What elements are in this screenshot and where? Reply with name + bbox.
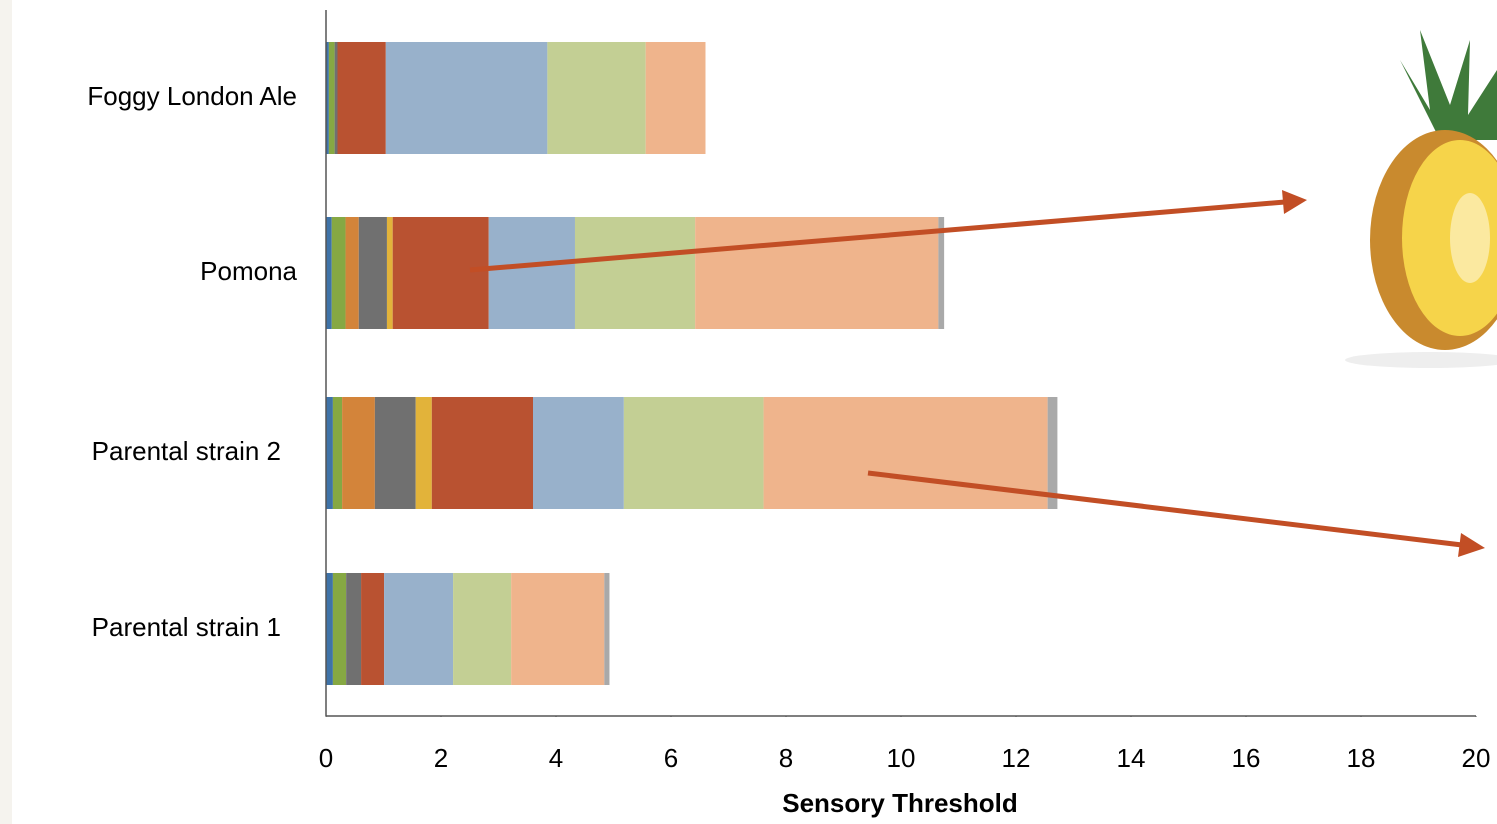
bar-segment (624, 397, 764, 509)
x-tick-label: 0 (319, 743, 333, 773)
bar-segment (393, 217, 489, 329)
y-tick-label: Foggy London Ale (87, 81, 297, 111)
bar-segment (326, 217, 332, 329)
bar-segment (346, 573, 361, 685)
bar-segment (646, 42, 706, 154)
bar-segment (375, 397, 416, 509)
x-tick-label: 16 (1232, 743, 1261, 773)
pineapple-core (1450, 193, 1490, 283)
arrow-head (1282, 190, 1307, 214)
pineapple-crown (1400, 30, 1497, 140)
bar-segment (346, 217, 359, 329)
y-tick-label: Parental strain 2 (92, 436, 281, 466)
bar-segment (359, 217, 387, 329)
bar-segment (938, 217, 944, 329)
bar-segment (338, 42, 386, 154)
x-tick-label: 14 (1117, 743, 1146, 773)
x-tick-label: 18 (1347, 743, 1376, 773)
bar-segment (335, 42, 338, 154)
bar-segment (384, 573, 453, 685)
bar-segment (361, 573, 384, 685)
bar-segment (342, 397, 375, 509)
x-tick-label: 20 (1462, 743, 1491, 773)
bar-segment (547, 42, 645, 154)
x-tick-label: 10 (887, 743, 916, 773)
x-axis-title: Sensory Threshold (782, 788, 1018, 818)
bar-segment (511, 573, 604, 685)
bar-segment (489, 217, 575, 329)
bar-segment (575, 217, 695, 329)
x-tick-label: 2 (434, 743, 448, 773)
bar-segment (1048, 397, 1058, 509)
x-tick-label: 8 (779, 743, 793, 773)
plot (326, 42, 1057, 685)
bar-segment (329, 42, 335, 154)
bar-segment (453, 573, 511, 685)
pineapple (1345, 30, 1497, 368)
x-tick-label: 4 (549, 743, 563, 773)
x-tick-label: 6 (664, 743, 678, 773)
left-strip (0, 0, 12, 824)
bar-segment (332, 217, 346, 329)
bar-segment (326, 397, 333, 509)
x-tick-label: 12 (1002, 743, 1031, 773)
bar-segment (333, 397, 342, 509)
bar-segment (604, 573, 609, 685)
bar-segment (386, 42, 548, 154)
arrow-head (1458, 533, 1485, 557)
bar-segment (416, 397, 432, 509)
bar-segment (326, 573, 333, 685)
bar-segment (533, 397, 624, 509)
chart: Sensory Threshold 0 2 4 6 8 10 12 14 16 18 20 Foggy… (0, 0, 1497, 824)
y-tick-label: Pomona (200, 256, 297, 286)
pineapple-shadow (1345, 352, 1497, 368)
bar-segment (764, 397, 1048, 509)
bar-segment (333, 573, 346, 685)
bar-segment (387, 217, 393, 329)
y-tick-label: Parental strain 1 (92, 612, 281, 642)
bar-segment (432, 397, 533, 509)
